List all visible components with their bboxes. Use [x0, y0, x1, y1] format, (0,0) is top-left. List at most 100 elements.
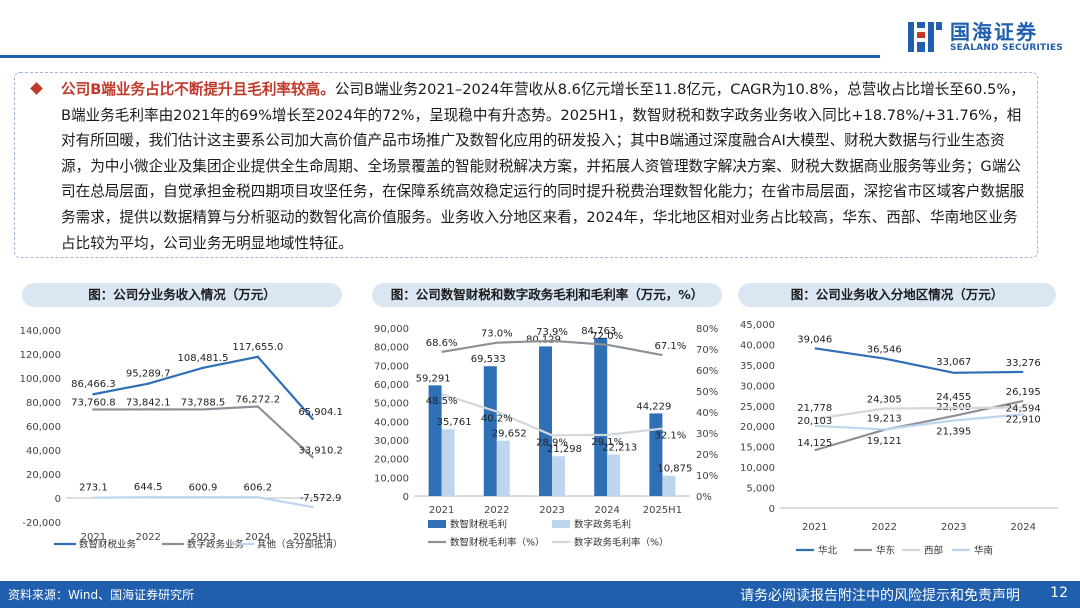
brand-logo: 国海证券 SEALAND SECURITIES	[906, 16, 1066, 58]
y-tick-label: 30,000	[740, 381, 775, 392]
margin-line-2	[441, 393, 663, 437]
data-label: 36,546	[867, 345, 902, 356]
y-tick-label: 70,000	[374, 361, 409, 372]
y-tick-label: 80,000	[374, 343, 409, 354]
y-tick-label: 50,000	[374, 399, 409, 410]
data-label: 95,289.7	[126, 369, 171, 380]
series-point	[256, 496, 259, 499]
footer-disclaimer: 请务必阅读报告附注中的风险提示和免责声明	[740, 588, 1020, 604]
bar-1	[594, 337, 608, 496]
bar-label: 80,129	[526, 334, 561, 345]
data-label: 26,195	[1006, 387, 1041, 398]
y-tick-label: 35,000	[740, 361, 775, 372]
y-tick-label: 0	[769, 504, 775, 515]
x-tick-label: 2024	[1011, 522, 1036, 533]
series-point	[201, 408, 205, 411]
region-line-1	[814, 347, 1024, 374]
margin-label: 68.6%	[426, 338, 458, 349]
data-label: 273.1	[79, 483, 108, 494]
y-tick-label: 20,000	[26, 470, 61, 481]
y2-tick-label: 10%	[696, 471, 718, 482]
legend-label: 数智财税毛利	[450, 519, 507, 531]
legend-label: 数字政务业务	[187, 539, 245, 551]
data-label: 117,655.0	[232, 342, 283, 353]
chart-revenue-by-business: -20,000 0 20,000 40,000 60,000 80,000 100,000 1…	[20, 326, 343, 551]
y-tick-label: 45,000	[740, 320, 775, 331]
y-tick-label: 20,000	[740, 422, 775, 433]
y-tick-label: 5,000	[746, 484, 775, 495]
region-line-3	[814, 406, 1024, 421]
y2-tick-label: 50%	[696, 387, 718, 398]
bar-2	[496, 440, 510, 496]
y-tick-label: 0	[55, 494, 61, 505]
legend-label: 数字政务毛利率（%）	[574, 537, 669, 549]
y-tick-label: -20,000	[22, 518, 61, 529]
margin-label: 48.5%	[426, 396, 458, 407]
bar-label: 22,213	[602, 443, 637, 454]
margin-label: 29.1%	[591, 437, 623, 448]
data-label: 21,395	[936, 427, 971, 438]
x-tick-label: 2023	[190, 532, 215, 543]
data-label: 33,276	[1006, 358, 1041, 369]
x-tick-label: 2021	[802, 522, 827, 533]
series-point	[311, 456, 314, 459]
chart-gross-profit-and-margin: 0 10,000 20,000 30,000 40,000 50,000 60,000 70,…	[374, 324, 718, 549]
series-point	[201, 496, 205, 499]
chart3-title: 图：公司业务收入分地区情况（万元）	[738, 283, 1056, 307]
y-tick-label: 40,000	[374, 417, 409, 428]
series-line-3	[93, 496, 313, 509]
margin-label: 72.0%	[591, 331, 623, 342]
data-label: 24,594	[1006, 403, 1041, 414]
bar-label: 59,291	[416, 373, 451, 384]
series-point	[147, 382, 150, 385]
legend-label: 数字政务毛利	[574, 519, 631, 531]
bar-2	[552, 456, 565, 496]
data-label: 24,305	[867, 395, 902, 406]
data-label: 73,760.8	[71, 397, 116, 408]
legend-label: 数智财税毛利率（%）	[450, 537, 545, 549]
bar-1	[428, 385, 442, 496]
data-label: 33,910.2	[298, 445, 343, 456]
legend-label: 西部	[924, 545, 943, 557]
legend-label: 华北	[818, 545, 838, 557]
chart1-title: 图：公司分业务收入情况（万元）	[22, 283, 342, 307]
legend-label: 其他（含分部抵消）	[257, 539, 343, 551]
data-label: 22,910	[1006, 414, 1041, 425]
x-tick-label: 2022	[135, 532, 160, 543]
bar-label: 10,875	[657, 464, 692, 475]
margin-label: 32.1%	[655, 431, 687, 442]
bar-label: 21,298	[547, 444, 582, 455]
x-tick-label: 2021	[81, 532, 106, 543]
series-point	[201, 366, 205, 370]
bar-2	[441, 429, 455, 496]
y2-tick-label: 80%	[696, 324, 718, 335]
y2-tick-label: 60%	[696, 366, 718, 377]
bar-1	[539, 346, 552, 496]
data-label: 19,121	[867, 436, 902, 447]
series-point	[147, 408, 150, 411]
chart2-title: 图：公司数智财税和数字政务毛利和毛利率（万元，%）	[372, 283, 722, 307]
series-point	[147, 496, 150, 499]
x-tick-label: 2021	[429, 505, 454, 516]
brand-name-en: SEALAND SECURITIES	[950, 43, 1063, 53]
series-point	[311, 505, 314, 509]
series-point	[92, 496, 95, 499]
data-label: 14,125	[797, 438, 832, 449]
chart-revenue-by-region: 0 5,000 10,000 15,000 20,000 25,000 30,000 35,0…	[740, 320, 1058, 557]
y2-tick-label: 40%	[696, 408, 718, 419]
y-tick-label: 25,000	[740, 402, 775, 413]
header-rule	[0, 55, 880, 58]
y-tick-label: 10,000	[740, 463, 775, 474]
y-tick-label: 60,000	[26, 422, 61, 433]
y-tick-label: 60,000	[374, 380, 409, 391]
margin-label: 73.0%	[481, 329, 513, 340]
brand-name-cn: 国海证券	[950, 20, 1038, 44]
y-tick-label: 90,000	[374, 324, 409, 335]
data-label: 76,272.2	[236, 394, 281, 405]
margin-label: 67.1%	[655, 341, 687, 352]
y-tick-label: 140,000	[20, 326, 61, 337]
margin-label: 73.9%	[536, 327, 568, 338]
series-point	[92, 408, 95, 411]
bar-label: 44,229	[636, 401, 671, 412]
data-label: 108,481.5	[178, 353, 229, 364]
